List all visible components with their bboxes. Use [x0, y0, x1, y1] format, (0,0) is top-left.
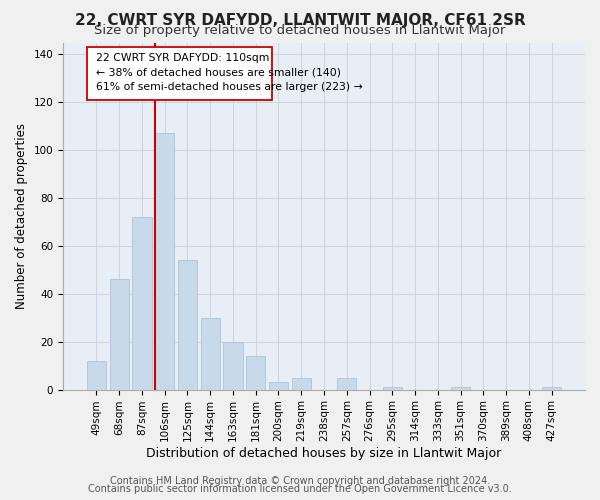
Bar — [87, 361, 106, 390]
Text: Contains HM Land Registry data © Crown copyright and database right 2024.: Contains HM Land Registry data © Crown c… — [110, 476, 490, 486]
Text: Contains public sector information licensed under the Open Government Licence v3: Contains public sector information licen… — [88, 484, 512, 494]
Bar — [451, 387, 470, 390]
Bar — [178, 260, 197, 390]
Bar — [155, 134, 175, 390]
Bar — [246, 356, 265, 390]
Text: Size of property relative to detached houses in Llantwit Major: Size of property relative to detached ho… — [94, 24, 506, 37]
Bar — [223, 342, 242, 390]
X-axis label: Distribution of detached houses by size in Llantwit Major: Distribution of detached houses by size … — [146, 447, 502, 460]
Text: 22, CWRT SYR DAFYDD, LLANTWIT MAJOR, CF61 2SR: 22, CWRT SYR DAFYDD, LLANTWIT MAJOR, CF6… — [74, 12, 526, 28]
Bar — [542, 387, 561, 390]
Bar — [269, 382, 288, 390]
Bar — [200, 318, 220, 390]
Bar — [132, 217, 152, 390]
Text: 22 CWRT SYR DAFYDD: 110sqm
← 38% of detached houses are smaller (140)
61% of sem: 22 CWRT SYR DAFYDD: 110sqm ← 38% of deta… — [97, 54, 363, 92]
Y-axis label: Number of detached properties: Number of detached properties — [15, 123, 28, 309]
Bar — [383, 387, 402, 390]
Bar — [110, 280, 129, 390]
Bar — [337, 378, 356, 390]
FancyBboxPatch shape — [88, 48, 272, 100]
Bar — [292, 378, 311, 390]
